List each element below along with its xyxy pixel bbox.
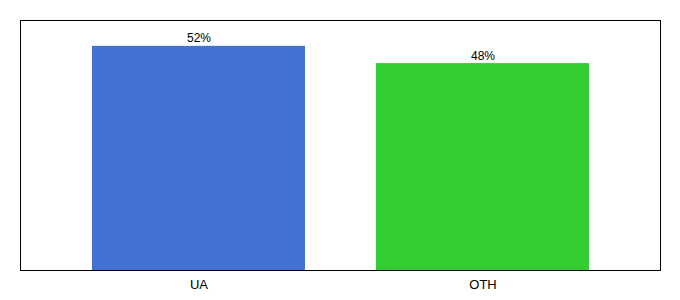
svg-text:48%: 48% bbox=[471, 49, 495, 63]
svg-text:UA: UA bbox=[190, 277, 208, 292]
svg-text:52%: 52% bbox=[187, 31, 211, 45]
svg-text:OTH: OTH bbox=[469, 277, 496, 292]
